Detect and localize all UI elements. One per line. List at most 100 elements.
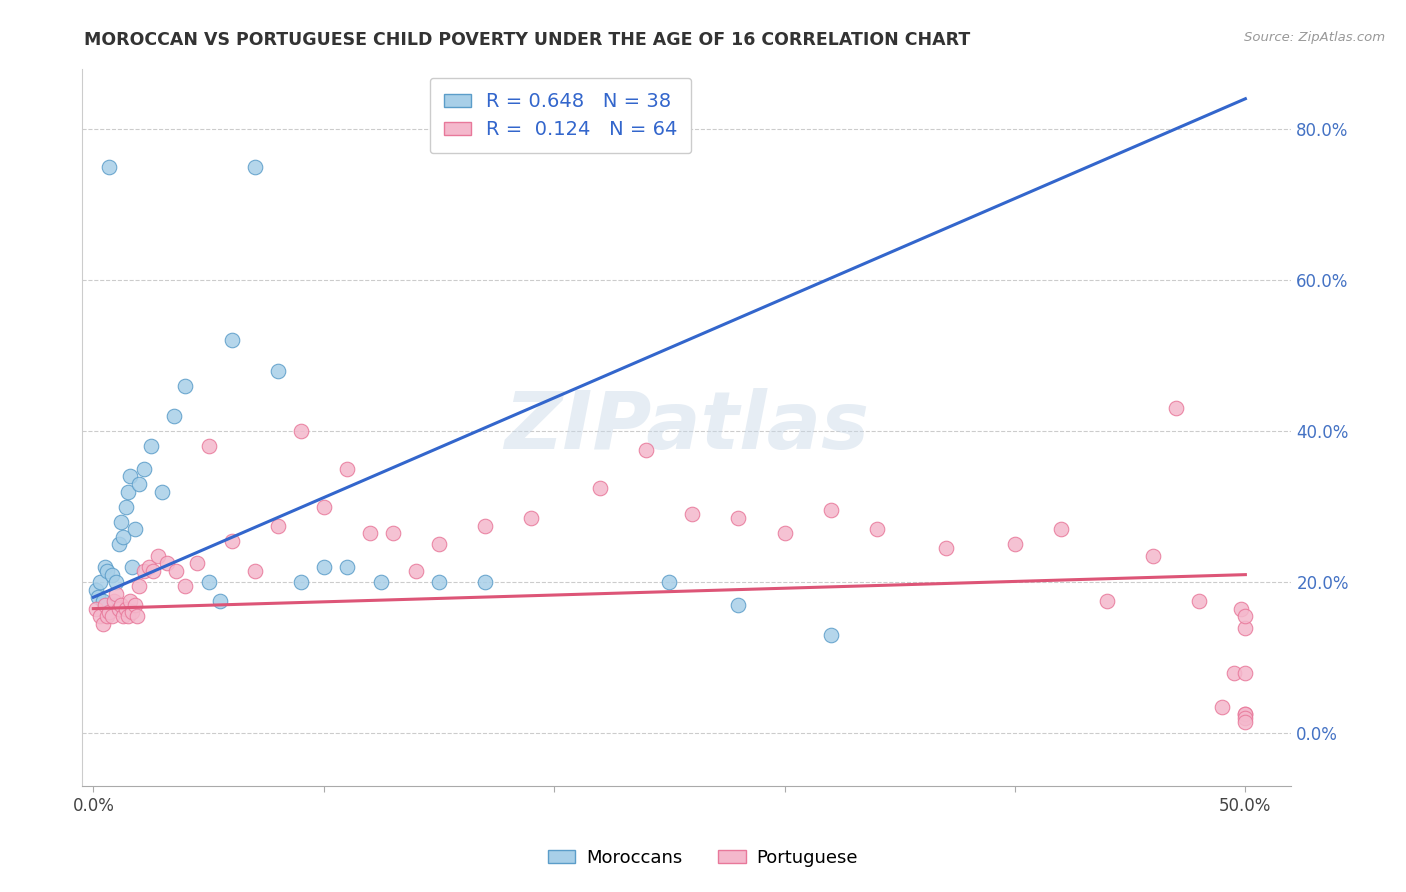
- Point: [1188, 594, 1211, 608]
- Point: [84, 582, 107, 597]
- Point: [156, 557, 179, 571]
- Point: [290, 575, 312, 590]
- Point: [110, 598, 132, 612]
- Point: [103, 594, 125, 608]
- Point: [820, 628, 842, 642]
- Point: [94, 598, 117, 612]
- Point: [727, 598, 749, 612]
- Point: [100, 567, 122, 582]
- Point: [658, 575, 681, 590]
- Point: [186, 557, 208, 571]
- Point: [820, 503, 842, 517]
- Point: [1211, 699, 1233, 714]
- Point: [117, 609, 139, 624]
- Point: [132, 462, 155, 476]
- Point: [1142, 549, 1164, 563]
- Text: MOROCCAN VS PORTUGUESE CHILD POVERTY UNDER THE AGE OF 16 CORRELATION CHART: MOROCCAN VS PORTUGUESE CHILD POVERTY UND…: [84, 31, 970, 49]
- Point: [1223, 665, 1246, 680]
- Point: [243, 160, 266, 174]
- Point: [1234, 665, 1257, 680]
- Point: [681, 507, 703, 521]
- Point: [1234, 711, 1257, 725]
- Point: [1234, 609, 1257, 624]
- Point: [139, 439, 162, 453]
- Point: [1166, 401, 1188, 416]
- Point: [120, 469, 142, 483]
- Point: [105, 575, 128, 590]
- Point: [935, 541, 957, 556]
- Point: [128, 477, 150, 491]
- Point: [866, 522, 889, 536]
- Point: [589, 481, 612, 495]
- Point: [112, 609, 135, 624]
- Point: [427, 537, 450, 551]
- Point: [197, 439, 219, 453]
- Point: [112, 530, 135, 544]
- Text: ZIPatlas: ZIPatlas: [505, 388, 869, 467]
- Point: [91, 616, 114, 631]
- Legend: Moroccans, Portuguese: Moroccans, Portuguese: [541, 842, 865, 874]
- Point: [1004, 537, 1026, 551]
- Point: [336, 560, 359, 574]
- Point: [89, 575, 111, 590]
- Point: [290, 424, 312, 438]
- Point: [152, 484, 174, 499]
- Point: [84, 601, 107, 615]
- Point: [520, 511, 543, 525]
- Point: [107, 537, 129, 551]
- Point: [98, 606, 121, 620]
- Point: [474, 575, 496, 590]
- Point: [165, 564, 187, 578]
- Point: [312, 560, 335, 574]
- Point: [89, 609, 111, 624]
- Point: [405, 564, 427, 578]
- Point: [427, 575, 450, 590]
- Point: [98, 160, 121, 174]
- Point: [1229, 601, 1251, 615]
- Legend: R = 0.648   N = 38, R =  0.124   N = 64: R = 0.648 N = 38, R = 0.124 N = 64: [429, 78, 692, 153]
- Point: [91, 594, 114, 608]
- Point: [163, 409, 186, 423]
- Point: [124, 522, 146, 536]
- Point: [636, 442, 658, 457]
- Point: [174, 378, 197, 392]
- Point: [1234, 620, 1257, 634]
- Point: [174, 579, 197, 593]
- Text: Source: ZipAtlas.com: Source: ZipAtlas.com: [1244, 31, 1385, 45]
- Point: [100, 609, 122, 624]
- Point: [381, 526, 404, 541]
- Point: [146, 549, 169, 563]
- Point: [221, 334, 243, 348]
- Point: [370, 575, 392, 590]
- Point: [121, 560, 143, 574]
- Point: [1234, 707, 1257, 722]
- Point: [336, 462, 359, 476]
- Point: [142, 564, 165, 578]
- Point: [105, 586, 128, 600]
- Point: [266, 364, 288, 378]
- Point: [359, 526, 381, 541]
- Point: [103, 598, 125, 612]
- Point: [221, 533, 243, 548]
- Point: [138, 560, 160, 574]
- Point: [474, 518, 496, 533]
- Point: [128, 579, 150, 593]
- Point: [266, 518, 288, 533]
- Point: [120, 594, 142, 608]
- Point: [312, 500, 335, 514]
- Point: [773, 526, 796, 541]
- Point: [1234, 714, 1257, 729]
- Point: [209, 594, 232, 608]
- Point: [110, 515, 132, 529]
- Point: [114, 601, 136, 615]
- Point: [132, 564, 155, 578]
- Point: [121, 606, 143, 620]
- Point: [1050, 522, 1073, 536]
- Point: [1234, 707, 1257, 722]
- Point: [117, 484, 139, 499]
- Point: [114, 500, 136, 514]
- Point: [727, 511, 749, 525]
- Point: [124, 598, 146, 612]
- Point: [243, 564, 266, 578]
- Point: [127, 609, 149, 624]
